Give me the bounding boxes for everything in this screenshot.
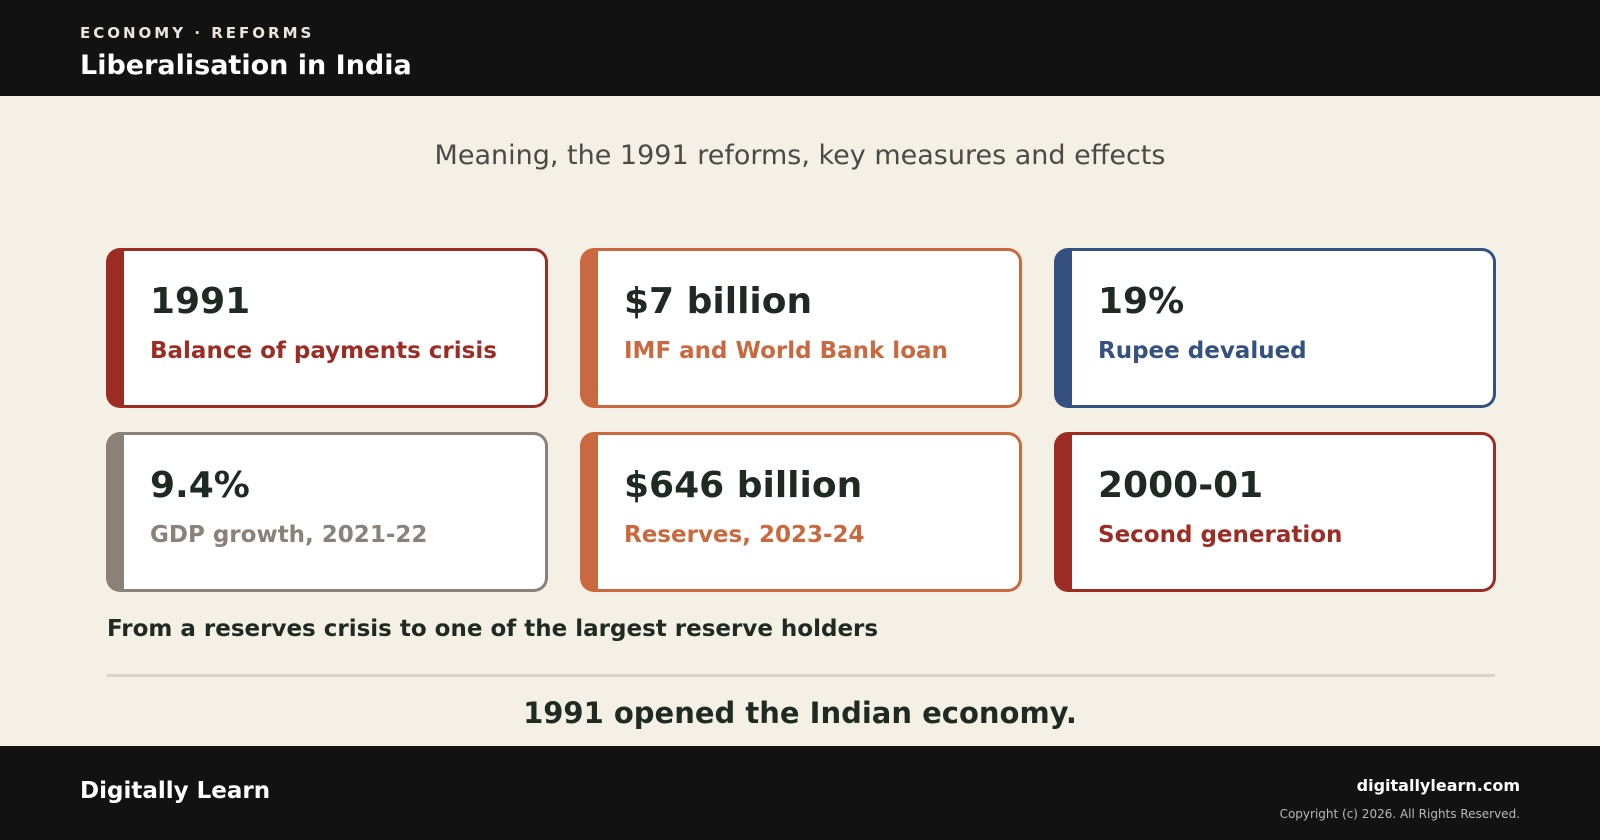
divider (107, 674, 1495, 677)
stat-label: Balance of payments crisis (150, 338, 497, 364)
note: From a reserves crisis to one of the lar… (107, 616, 879, 642)
subtitle: Meaning, the 1991 reforms, key measures … (434, 140, 1166, 171)
stat-value: 1991 (150, 281, 251, 322)
stat-label: GDP growth, 2021-22 (150, 522, 428, 548)
stat-label: Reserves, 2023-24 (624, 522, 865, 548)
stat-value: $646 billion (624, 465, 863, 506)
brand: Digitally Learn (80, 778, 271, 804)
site-link: digitallylearn.com (1356, 776, 1520, 795)
stat-card: 2000-01 Second generation (1054, 432, 1496, 592)
page-title: Liberalisation in India (80, 50, 412, 81)
kicker: ECONOMY · REFORMS (80, 24, 315, 42)
stat-card: 19% Rupee devalued (1054, 248, 1496, 408)
stat-card: 9.4% GDP growth, 2021-22 (106, 432, 548, 592)
stat-card: $646 billion Reserves, 2023-24 (580, 432, 1022, 592)
closing-line: 1991 opened the Indian economy. (523, 696, 1077, 730)
stat-card: 1991 Balance of payments crisis (106, 248, 548, 408)
stat-label: Rupee devalued (1098, 338, 1307, 364)
stat-value: 9.4% (150, 465, 250, 506)
footer: Digitally Learn digitallylearn.com Copyr… (0, 746, 1600, 840)
stat-card: $7 billion IMF and World Bank loan (580, 248, 1022, 408)
stat-value: 2000-01 (1098, 465, 1264, 506)
stat-label: Second generation (1098, 522, 1343, 548)
header: ECONOMY · REFORMS Liberalisation in Indi… (0, 0, 1600, 96)
card-grid: 1991 Balance of payments crisis $7 billion… (106, 248, 1496, 592)
stat-label: IMF and World Bank loan (624, 338, 948, 364)
stat-value: $7 billion (624, 281, 813, 322)
stat-value: 19% (1098, 281, 1185, 322)
copyright: Copyright (c) 2026. All Rights Reserved. (1279, 807, 1520, 821)
